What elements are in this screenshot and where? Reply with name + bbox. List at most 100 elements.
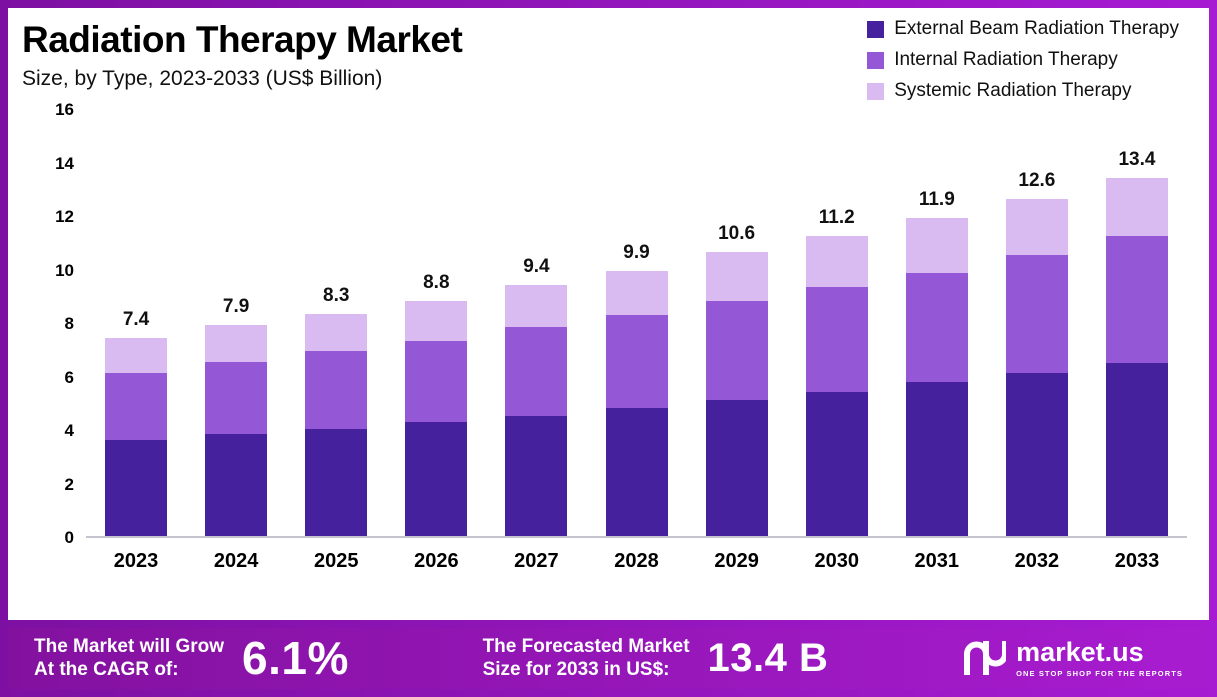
marketus-logo: market.us ONE STOP SHOP FOR THE REPORTS xyxy=(962,636,1183,678)
bar-segment xyxy=(605,271,668,316)
bar-stack xyxy=(405,300,468,536)
bar-stack xyxy=(305,314,368,536)
x-tick-label: 2028 xyxy=(614,550,659,572)
bar-total-label: 8.8 xyxy=(423,271,450,293)
page-subtitle: Size, by Type, 2023-2033 (US$ Billion) xyxy=(22,66,383,90)
bar-segment xyxy=(905,217,968,273)
bar-stack xyxy=(705,252,768,536)
bar-segment xyxy=(1005,255,1068,373)
bar-segment xyxy=(805,236,868,288)
bar-segment xyxy=(905,382,968,536)
chart-body: 0 2 4 6 8 10 12 14 16 7.4 7.9 8.3 8.8 9.4 9.9 10.6 11.2… xyxy=(22,101,1187,573)
bar-total-label: 8.3 xyxy=(323,285,350,306)
bar-total-label: 9.4 xyxy=(523,255,550,277)
bar-group: 10.6 xyxy=(687,110,787,536)
bar-group: 13.4 xyxy=(1087,110,1187,536)
x-tick-label: 2031 xyxy=(914,550,960,572)
bar-segment xyxy=(505,327,568,416)
plot-column: 7.4 7.9 8.3 8.8 9.4 9.9 10.6 11.2 11.9 12.6 13.4 2… xyxy=(86,110,1187,573)
bar-stack xyxy=(1105,177,1168,536)
bar-total-label: 10.6 xyxy=(718,223,756,245)
y-axis: 0 2 4 6 8 10 12 14 16 xyxy=(22,101,86,547)
plot-area: 7.4 7.9 8.3 8.8 9.4 9.9 10.6 11.2 11.9 12.6 13.4 xyxy=(86,110,1187,538)
y-tick-label: 16 xyxy=(55,100,74,119)
cagr-label-line2: At the CAGR of: xyxy=(34,659,179,681)
bar-segment xyxy=(705,252,768,301)
bar-segment xyxy=(805,287,868,392)
bar-total-label: 7.4 xyxy=(122,309,150,331)
bar-segment xyxy=(1005,198,1068,256)
logo-brand: market.us xyxy=(1016,636,1144,667)
x-tick-label: 2023 xyxy=(113,550,159,572)
x-axis-labels: 2023 2024 2025 2026 2027 2028 2029 2030 2031 2032… xyxy=(86,550,1187,573)
bar-total-label: 12.6 xyxy=(1018,169,1056,191)
bar-group: 9.4 xyxy=(486,110,586,536)
legend-label: Systemic Radiation Therapy xyxy=(894,80,1132,101)
bar-stack xyxy=(605,271,668,536)
x-tick-label: 2027 xyxy=(514,550,559,572)
bar-segment xyxy=(705,300,768,400)
bar-segment xyxy=(805,391,868,536)
bar-segment xyxy=(1105,236,1168,364)
y-tick-label: 2 xyxy=(64,474,74,494)
chart-panel: Radiation Therapy Market Size, by Type, … xyxy=(8,8,1209,620)
legend-swatch-icon xyxy=(867,82,885,100)
bar-segment xyxy=(205,434,268,536)
legend: External Beam Radiation Therapy Internal … xyxy=(867,18,1179,102)
x-tick-label: 2029 xyxy=(714,550,759,572)
cagr-label: The Market will Grow At the CAGR of: xyxy=(34,635,224,683)
x-tick-label: 2032 xyxy=(1014,550,1060,572)
bar-group: 7.9 xyxy=(186,110,286,536)
bar-group: 12.6 xyxy=(987,110,1087,536)
bar-segment xyxy=(305,429,368,536)
bar-total-label: 9.9 xyxy=(623,242,650,264)
bar-group: 11.2 xyxy=(787,110,887,536)
bar-segment xyxy=(305,314,368,352)
bar-segment xyxy=(305,351,368,429)
forecast-value: 13.4 B xyxy=(707,635,829,680)
footer-banner: The Market will Grow At the CAGR of: 6.1… xyxy=(8,627,1209,689)
x-tick-label: 2033 xyxy=(1114,550,1160,572)
legend-swatch-icon xyxy=(867,20,885,38)
x-tick-label: 2024 xyxy=(213,550,259,572)
bar-total-label: 11.9 xyxy=(918,188,955,210)
legend-item: Internal Radiation Therapy xyxy=(867,49,1179,71)
x-tick-label: 2026 xyxy=(414,550,459,572)
y-tick-label: 12 xyxy=(55,207,74,226)
bar-stack xyxy=(505,284,568,536)
y-tick-label: 14 xyxy=(55,153,74,173)
bar-segment xyxy=(1105,177,1168,237)
bar-group: 9.9 xyxy=(586,110,686,536)
title-block: Radiation Therapy Market Size, by Type, … xyxy=(22,19,463,91)
forecast-label: The Forecasted Market Size for 2033 in U… xyxy=(483,635,690,683)
cagr-label-line1: The Market will Grow xyxy=(34,635,225,657)
bar-total-label: 13.4 xyxy=(1118,148,1156,170)
bar-stack xyxy=(1005,198,1068,536)
bar-segment xyxy=(405,340,468,423)
logo-text: market.us ONE STOP SHOP FOR THE REPORTS xyxy=(1016,636,1183,678)
page-title: Radiation Therapy Market xyxy=(22,19,463,60)
bar-stack xyxy=(205,324,268,536)
bar-segment xyxy=(405,300,468,341)
y-tick-label: 6 xyxy=(64,367,74,387)
bar-stack xyxy=(905,217,968,536)
bar-segment xyxy=(105,439,168,536)
bar-segment xyxy=(205,362,268,435)
bar-group: 8.8 xyxy=(386,110,486,536)
y-tick-label: 0 xyxy=(64,528,74,547)
legend-label: External Beam Radiation Therapy xyxy=(894,18,1179,39)
bar-stack xyxy=(105,338,168,536)
bar-segment xyxy=(905,272,968,383)
bar-segment xyxy=(605,315,668,408)
bar-total-label: 11.2 xyxy=(818,207,855,229)
bar-stack xyxy=(805,236,868,536)
marketus-logo-icon xyxy=(962,639,1007,677)
x-tick-label: 2025 xyxy=(313,550,359,572)
bar-segment xyxy=(405,422,468,536)
y-tick-label: 4 xyxy=(64,421,74,440)
bar-segment xyxy=(505,284,568,328)
bar-total-label: 7.9 xyxy=(222,295,250,317)
bar-segment xyxy=(505,415,568,536)
bar-segment xyxy=(105,372,168,440)
